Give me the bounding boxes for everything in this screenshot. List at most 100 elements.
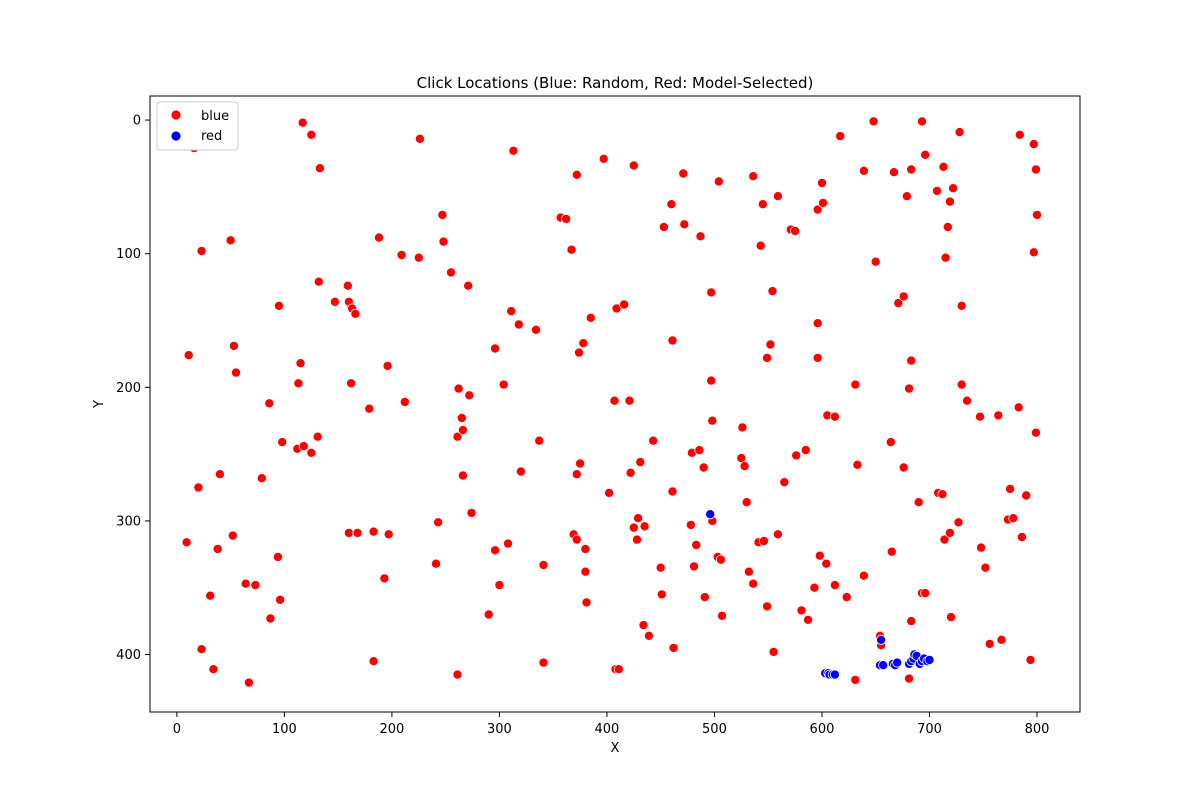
data-point-blue bbox=[984, 638, 995, 649]
data-point-blue bbox=[396, 249, 407, 260]
data-point-blue bbox=[196, 644, 207, 655]
data-point-blue bbox=[561, 213, 572, 224]
data-point-blue bbox=[850, 379, 861, 390]
y-tick-label: 300 bbox=[116, 514, 141, 529]
data-point-blue bbox=[917, 116, 928, 127]
data-point-blue bbox=[452, 431, 463, 442]
data-point-blue bbox=[841, 592, 852, 603]
data-point-blue bbox=[457, 425, 468, 436]
plot-area-frame bbox=[149, 95, 1081, 713]
data-point-blue bbox=[256, 473, 267, 484]
data-point-blue bbox=[598, 153, 609, 164]
data-point-blue bbox=[956, 300, 967, 311]
data-point-blue bbox=[667, 486, 678, 497]
data-point-blue bbox=[1005, 483, 1016, 494]
data-point-blue bbox=[373, 232, 384, 243]
data-point-blue bbox=[755, 240, 766, 251]
data-point-blue bbox=[768, 646, 779, 657]
data-point-blue bbox=[906, 355, 917, 366]
data-point-blue bbox=[800, 445, 811, 456]
legend-marker-blue bbox=[170, 109, 182, 121]
data-point-blue bbox=[350, 308, 361, 319]
data-point-blue bbox=[886, 546, 897, 557]
data-point-blue bbox=[438, 236, 449, 247]
data-point-blue bbox=[466, 507, 477, 518]
data-point-blue bbox=[942, 221, 953, 232]
data-point-blue bbox=[571, 169, 582, 180]
data-point-blue bbox=[814, 550, 825, 561]
data-point-blue bbox=[571, 469, 582, 480]
data-point-blue bbox=[790, 225, 801, 236]
data-point-blue bbox=[954, 127, 965, 138]
data-point-blue bbox=[632, 534, 643, 545]
data-point-blue bbox=[678, 168, 689, 179]
data-point-blue bbox=[944, 527, 955, 538]
data-point-blue bbox=[772, 191, 783, 202]
data-point-blue bbox=[298, 441, 309, 452]
data-point-blue bbox=[183, 350, 194, 361]
data-point-blue bbox=[272, 552, 283, 563]
data-point-blue bbox=[250, 580, 261, 591]
data-point-blue bbox=[707, 415, 718, 426]
data-point-blue bbox=[297, 117, 308, 128]
data-point-blue bbox=[490, 343, 501, 354]
data-point-blue bbox=[796, 605, 807, 616]
data-point-blue bbox=[850, 674, 861, 685]
data-point-blue bbox=[295, 358, 306, 369]
x-axis-label: X bbox=[611, 741, 620, 756]
data-point-blue bbox=[437, 209, 448, 220]
y-tick-label: 100 bbox=[116, 247, 141, 262]
data-point-blue bbox=[648, 435, 659, 446]
data-point-blue bbox=[413, 252, 424, 263]
data-point-blue bbox=[635, 457, 646, 468]
data-point-blue bbox=[574, 347, 585, 358]
data-point-blue bbox=[625, 467, 636, 478]
data-point-blue bbox=[948, 183, 959, 194]
data-point-blue bbox=[938, 161, 949, 172]
data-point-blue bbox=[717, 610, 728, 621]
data-point-blue bbox=[342, 280, 353, 291]
data-point-blue bbox=[906, 164, 917, 175]
data-point-blue bbox=[1028, 247, 1039, 258]
data-point-blue bbox=[581, 597, 592, 608]
data-point-blue bbox=[638, 620, 649, 631]
data-point-blue bbox=[685, 519, 696, 530]
data-point-blue bbox=[889, 167, 900, 178]
data-point-blue bbox=[706, 375, 717, 386]
data-point-blue bbox=[821, 558, 832, 569]
data-point-blue bbox=[767, 286, 778, 297]
data-point-blue bbox=[490, 545, 501, 556]
data-point-blue bbox=[885, 437, 896, 448]
axis-ticks: 0 100 200 300 400 500 600 700 800 0 100 200 300 400 bbox=[116, 114, 1049, 737]
data-point-blue bbox=[575, 458, 586, 469]
data-point-blue bbox=[689, 561, 700, 572]
data-point-blue bbox=[993, 410, 1004, 421]
x-tick-label: 300 bbox=[487, 722, 512, 737]
legend-label-blue: blue bbox=[201, 109, 229, 124]
x-tick-label: 600 bbox=[810, 722, 835, 737]
data-point-blue bbox=[691, 540, 702, 551]
data-point-blue bbox=[205, 590, 216, 601]
data-point-blue bbox=[868, 116, 879, 127]
data-point-blue bbox=[829, 411, 840, 422]
data-point-blue bbox=[741, 497, 752, 508]
data-point-blue bbox=[273, 300, 284, 311]
data-point-blue bbox=[277, 437, 288, 448]
x-tick-label: 700 bbox=[917, 722, 942, 737]
data-point-blue bbox=[352, 527, 363, 538]
data-point-red bbox=[705, 509, 716, 520]
data-point-blue bbox=[976, 542, 987, 553]
data-point-blue bbox=[803, 614, 814, 625]
data-point-blue bbox=[852, 459, 863, 470]
data-point-blue bbox=[243, 677, 254, 688]
data-point-blue bbox=[619, 299, 630, 310]
data-point-blue bbox=[737, 422, 748, 433]
data-point-blue bbox=[609, 395, 620, 406]
data-point-blue bbox=[1032, 209, 1043, 220]
data-point-blue bbox=[748, 578, 759, 589]
data-point-blue bbox=[364, 403, 375, 414]
data-point-blue bbox=[498, 379, 509, 390]
data-point-blue bbox=[313, 276, 324, 287]
